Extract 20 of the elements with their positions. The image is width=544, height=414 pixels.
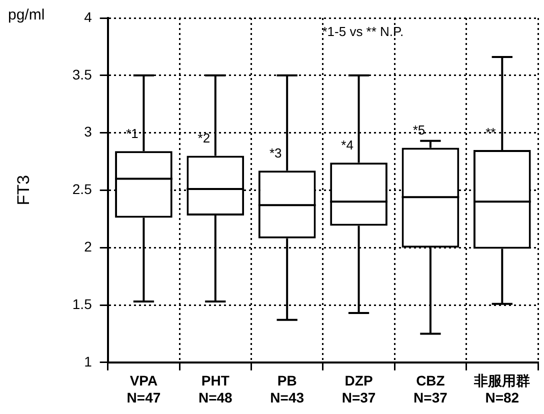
- text: pg/ml: [8, 6, 45, 24]
- y-axis-title: FT3: [14, 175, 33, 206]
- y-tick-label: 2: [84, 238, 92, 254]
- y-tick-label: 4: [84, 8, 92, 25]
- x-tick-label: VPA N=47: [126, 372, 161, 406]
- x-tick-label: PB N=43: [270, 372, 304, 406]
- x-tick-label: PHT N=48: [198, 372, 233, 406]
- y-tick-label: 3.5: [72, 66, 92, 82]
- y-tick-label: 1.5: [72, 296, 92, 312]
- x-tick-label: DZP N=37: [342, 372, 376, 406]
- y-tick-label: 3: [84, 124, 92, 140]
- annotation: *3: [269, 145, 282, 160]
- annotation: *4: [341, 137, 354, 152]
- y-tick-label: 2.5: [72, 181, 92, 198]
- annotation: *5: [412, 122, 426, 138]
- x-tick-label: CBZ N=37: [414, 372, 448, 406]
- x-tick-label: 非服用群 N=82: [473, 372, 530, 406]
- y-tick-label: 1: [84, 353, 92, 370]
- annotation: *2: [198, 130, 210, 146]
- annotation: **: [486, 124, 496, 140]
